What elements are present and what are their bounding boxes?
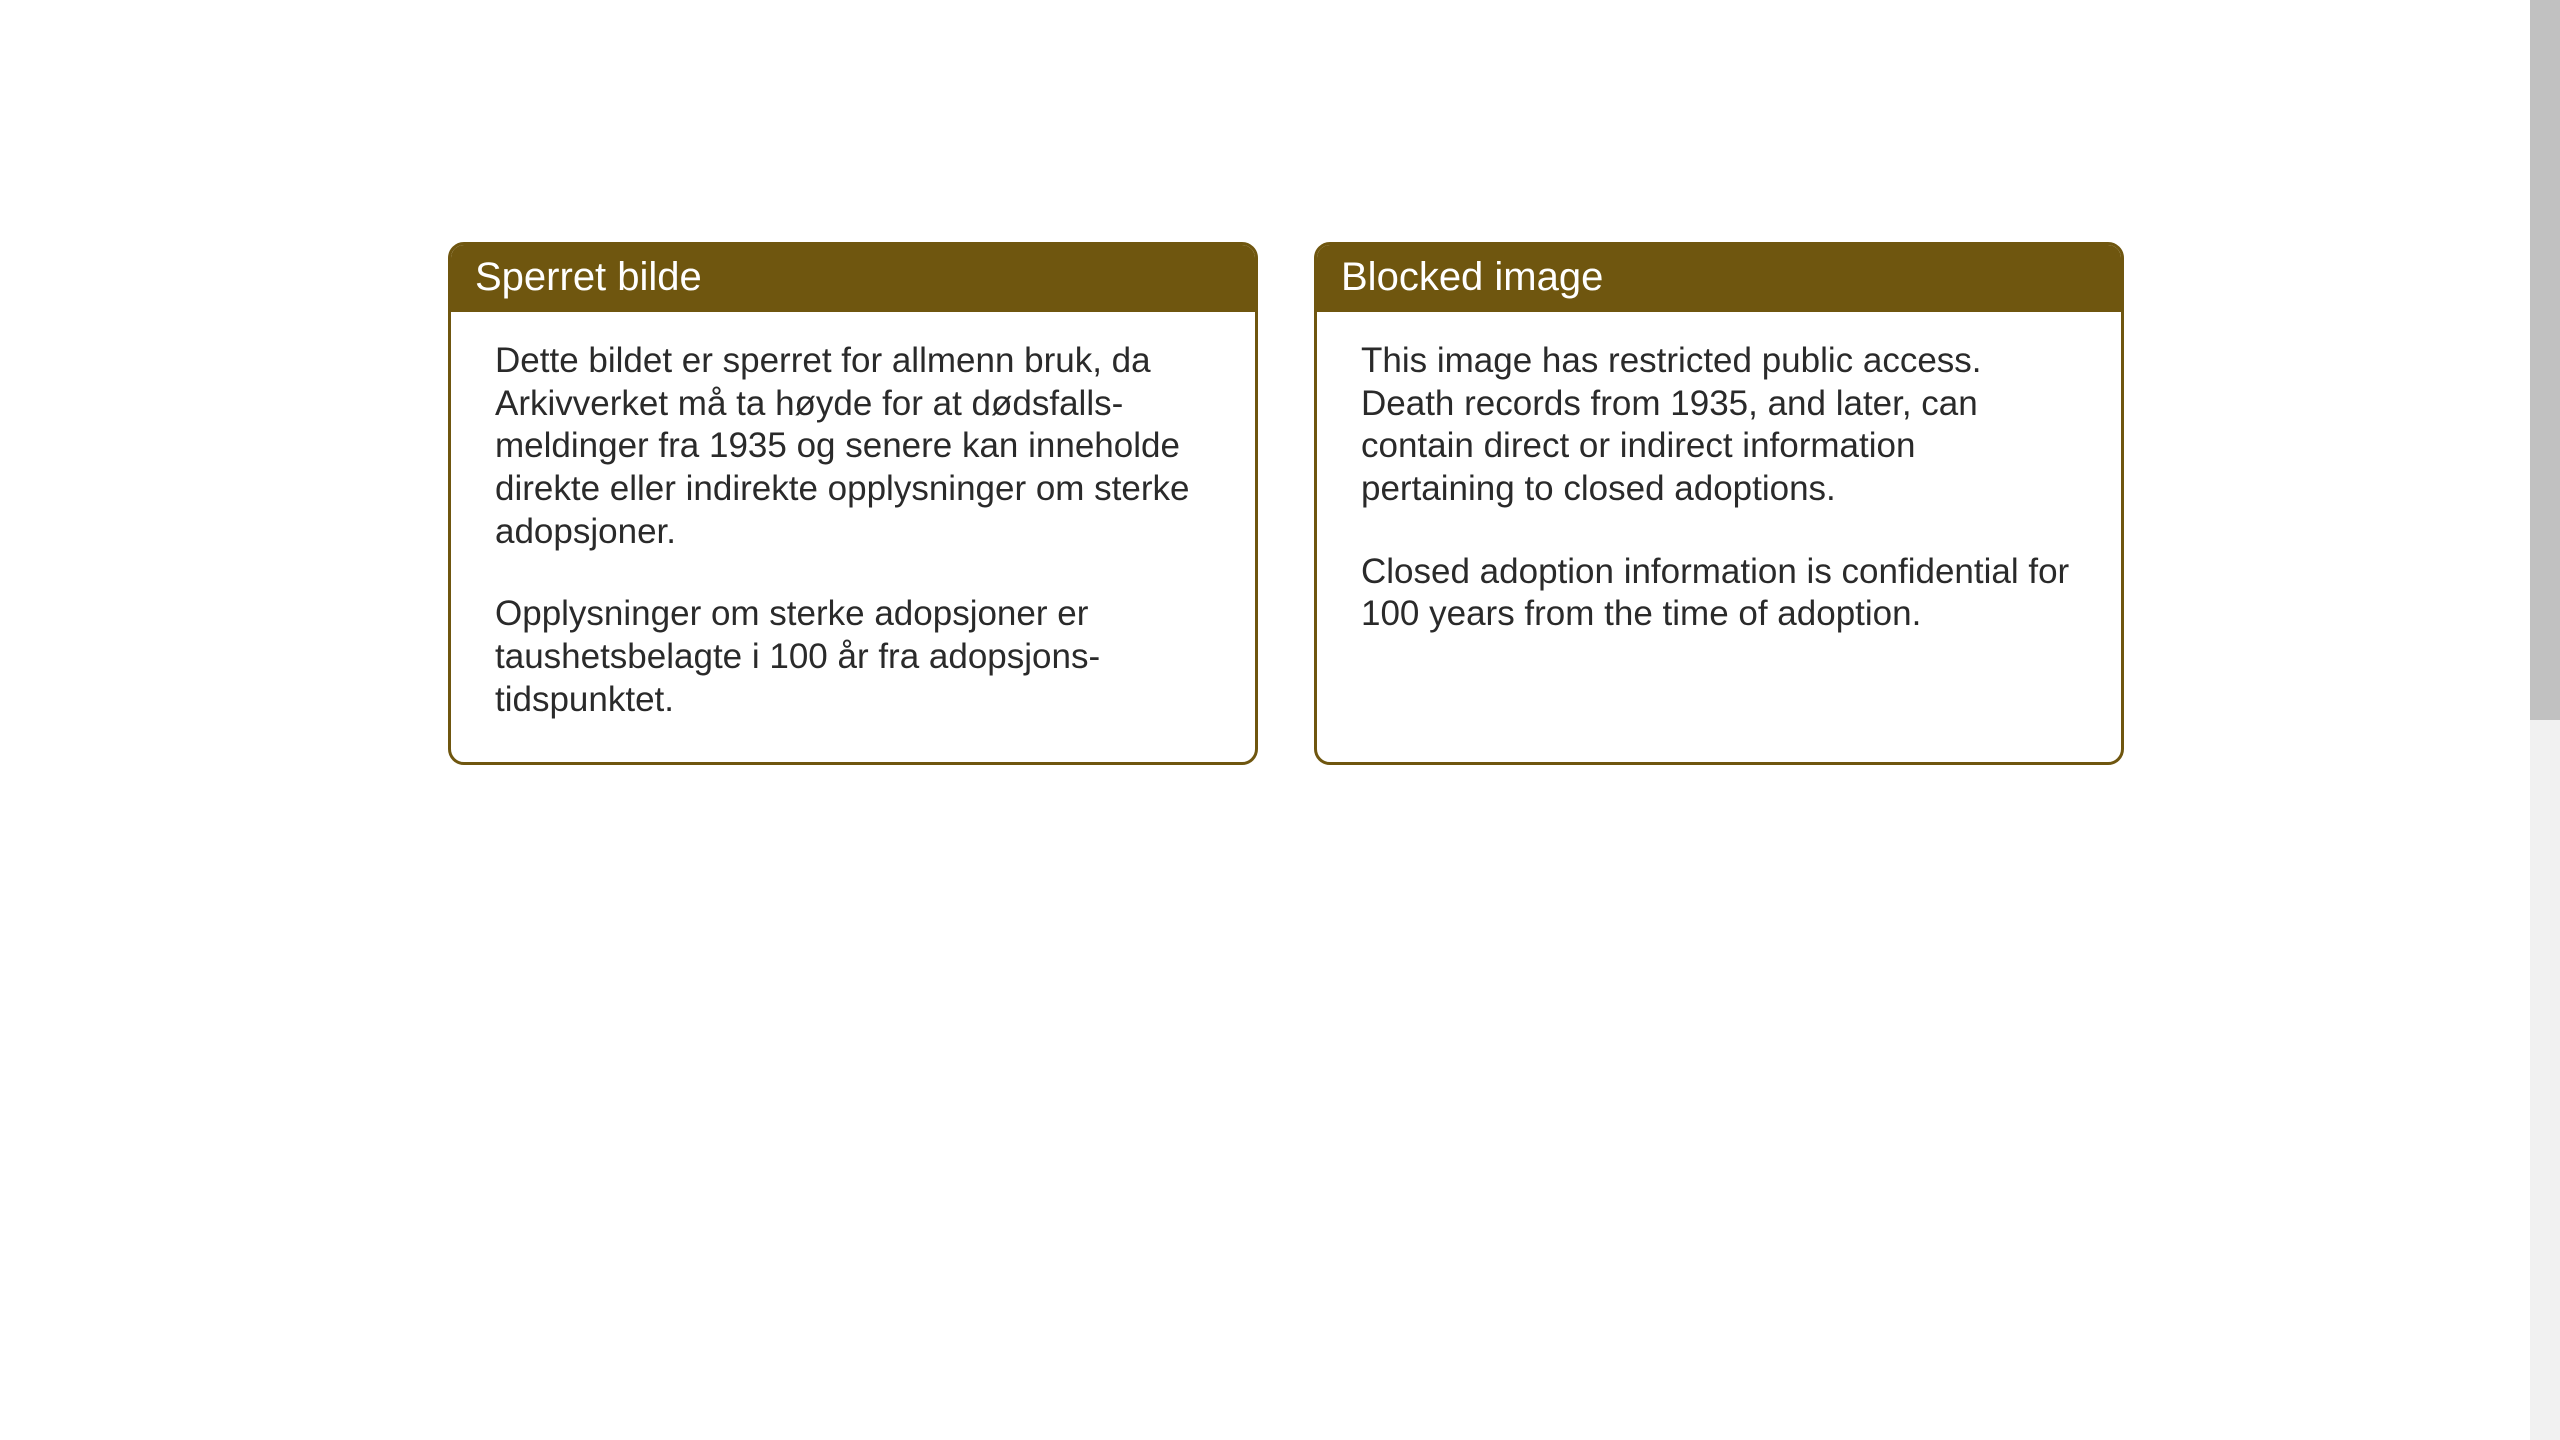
card-english-title: Blocked image	[1341, 255, 1603, 299]
card-english-paragraph-1: This image has restricted public access.…	[1361, 340, 2077, 511]
card-english-body: This image has restricted public access.…	[1317, 312, 2121, 676]
card-english: Blocked image This image has restricted …	[1314, 242, 2124, 765]
card-norwegian-paragraph-2: Opplysninger om sterke adopsjoner er tau…	[495, 593, 1211, 721]
vertical-scrollbar[interactable]	[2530, 0, 2560, 1440]
card-norwegian-paragraph-1: Dette bildet er sperret for allmenn bruk…	[495, 340, 1211, 553]
card-norwegian-body: Dette bildet er sperret for allmenn bruk…	[451, 312, 1255, 762]
scrollbar-thumb[interactable]	[2530, 0, 2560, 720]
card-english-paragraph-2: Closed adoption information is confident…	[1361, 551, 2077, 636]
card-norwegian-title: Sperret bilde	[475, 255, 702, 299]
cards-container: Sperret bilde Dette bildet er sperret fo…	[448, 242, 2124, 765]
card-norwegian: Sperret bilde Dette bildet er sperret fo…	[448, 242, 1258, 765]
card-english-header: Blocked image	[1317, 245, 2121, 312]
card-norwegian-header: Sperret bilde	[451, 245, 1255, 312]
